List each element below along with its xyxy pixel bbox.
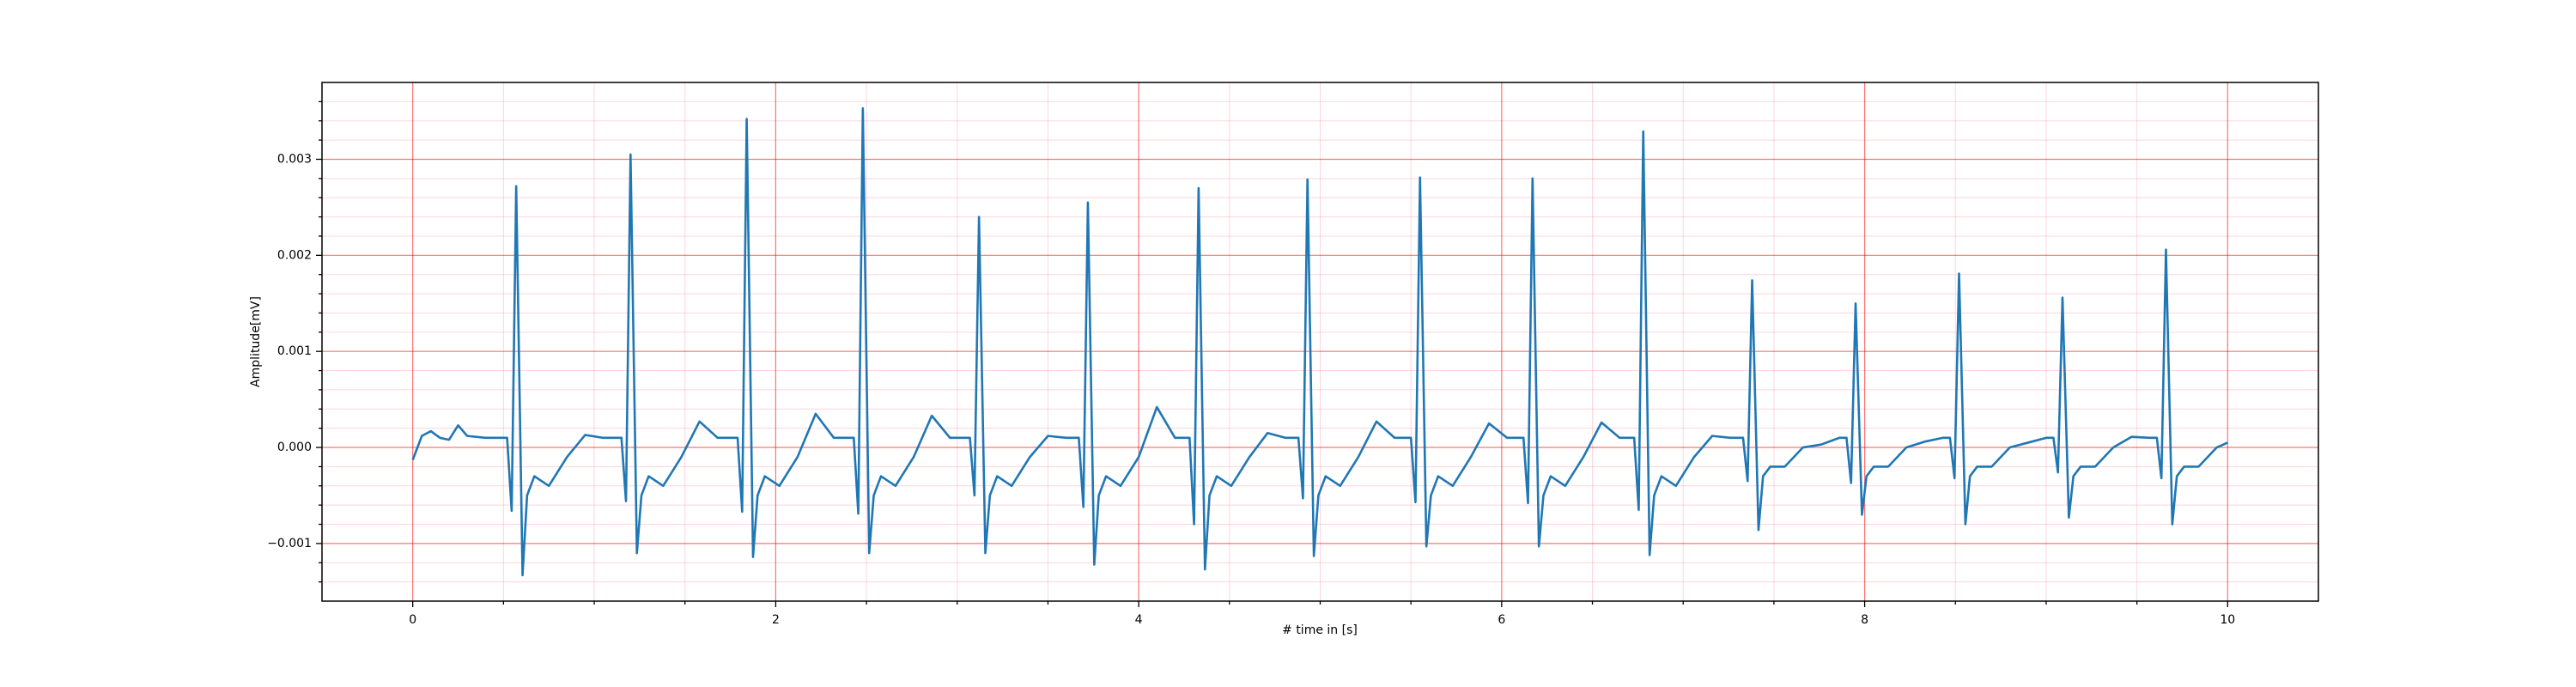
- x-tick-label: 4: [1135, 613, 1143, 627]
- x-axis-label: # time in [s]: [1282, 623, 1358, 637]
- y-tick-label: 0.001: [277, 344, 312, 358]
- x-tick-label: 0: [409, 613, 416, 627]
- ecg-line: [411, 106, 2228, 577]
- x-tick-label: 2: [772, 613, 780, 627]
- x-tick-label: 6: [1498, 613, 1505, 627]
- x-tick-label: 10: [2220, 613, 2235, 627]
- plot-frame: [321, 82, 2319, 602]
- y-tick-label: 0.000: [277, 441, 312, 454]
- y-tick-label: 0.003: [277, 152, 312, 166]
- y-tick-label: −0.001: [267, 537, 312, 550]
- y-axis-label: Amplitude[mV]: [249, 296, 263, 387]
- x-tick-label: 8: [1861, 613, 1868, 627]
- y-tick-label: 0.002: [277, 248, 312, 262]
